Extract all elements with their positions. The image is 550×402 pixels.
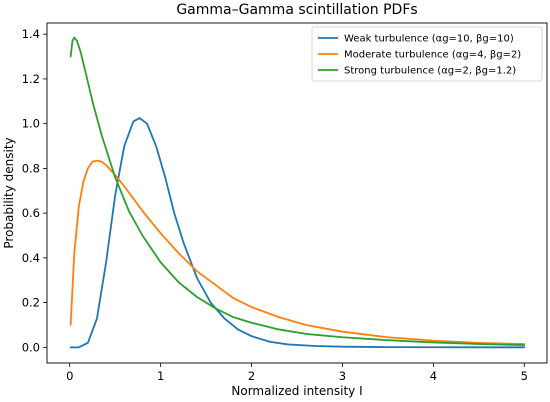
y-tick-label: 0.8: [22, 161, 40, 175]
y-axis-label: Probability density: [2, 137, 16, 248]
legend-label: Weak turbulence (αg=10, βg=10): [344, 34, 514, 45]
x-tick-label: 0: [66, 369, 73, 383]
y-tick-label: 1.2: [22, 72, 40, 86]
chart-title: Gamma–Gamma scintillation PDFs: [176, 2, 417, 18]
series-line-2: [69, 159, 526, 345]
y-tick-label: 0.4: [22, 251, 40, 265]
y-tick-label: 0.2: [22, 296, 40, 310]
x-axis: 0 1 2 3 4 5: [66, 363, 528, 383]
x-tick-label: 2: [248, 369, 255, 383]
x-tick-label: 3: [339, 369, 346, 383]
y-axis: 0.0 0.2 0.4 0.6 0.8 1.0 1.2 1.4: [22, 27, 47, 354]
y-tick-label: 0.0: [22, 340, 40, 354]
legend: Weak turbulence (αg=10, βg=10) Moderate t…: [311, 26, 543, 82]
y-tick-label: 1.4: [22, 27, 40, 41]
x-axis-label: Normalized intensity I: [231, 384, 362, 398]
x-tick-label: 5: [521, 369, 528, 383]
series-line-3: [69, 36, 526, 347]
legend-label: Strong turbulence (αg=2, βg=1.2): [344, 66, 516, 77]
y-tick-label: 1.0: [22, 117, 40, 131]
plot-lines: [69, 36, 526, 349]
x-tick-label: 4: [430, 369, 437, 383]
x-tick-label: 1: [157, 369, 164, 383]
y-tick-label: 0.6: [22, 206, 40, 220]
legend-label: Moderate turbulence (αg=4, βg=2): [344, 50, 521, 61]
plot-frame: [46, 22, 548, 364]
series-line-1: [69, 117, 526, 349]
legend-box: [311, 26, 543, 82]
